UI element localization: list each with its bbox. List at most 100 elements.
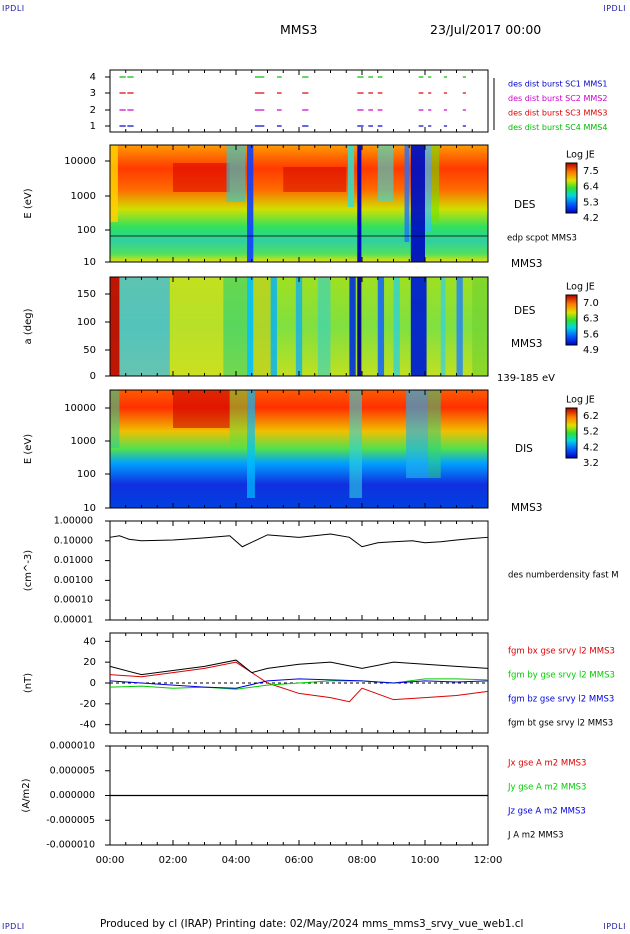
colorbar-tick-label: 4.9 bbox=[583, 345, 599, 356]
current-legend: J A m2 MMS3 bbox=[507, 831, 564, 841]
heatmap-band bbox=[349, 277, 356, 376]
current-legend: Jx gse A m2 MMS3 bbox=[507, 759, 586, 769]
colorbar-tick-label: 7.0 bbox=[583, 298, 599, 309]
heatmap-band bbox=[110, 145, 118, 222]
colorbar-tick-label: 5.3 bbox=[583, 197, 599, 208]
colorbar-label: Log JE bbox=[566, 282, 595, 293]
heatmap-band bbox=[404, 145, 410, 242]
heatmap-band bbox=[270, 277, 277, 376]
bfield-ytick-label: -40 bbox=[80, 720, 96, 731]
panel-label-dis: DIS bbox=[515, 443, 533, 455]
burst-legend-entry: des dist burst SC2 MMS2 bbox=[508, 94, 607, 103]
heatmap-band bbox=[226, 145, 246, 202]
current-legend: Jy gse A m2 MMS3 bbox=[507, 783, 586, 793]
density-trace bbox=[109, 533, 489, 548]
current-ytick-label: -0.000010 bbox=[46, 840, 95, 851]
heatmap-ytick-label: 10 bbox=[83, 257, 96, 268]
heatmap-ytick-label: 1000 bbox=[71, 436, 96, 447]
panel-label-mms3: MMS3 bbox=[511, 258, 542, 270]
current-ylabel: (A/m2) bbox=[21, 778, 32, 812]
heatmap-band bbox=[456, 277, 463, 376]
date-title: 23/Jul/2017 00:00 bbox=[430, 22, 542, 37]
heatmap-ytick-label: 10000 bbox=[64, 403, 96, 414]
current-ytick-label: 0.000005 bbox=[50, 765, 95, 776]
heatmap-band bbox=[377, 145, 394, 202]
heatmap-band bbox=[295, 277, 303, 376]
heatmap-band bbox=[283, 167, 347, 192]
bfield-legend: fgm bx gse srvy l2 MMS3 bbox=[508, 647, 615, 657]
time-axis-label: 00:00 bbox=[96, 855, 125, 866]
heatmap-band bbox=[253, 277, 271, 376]
density-legend: des numberdensity fast M bbox=[508, 571, 619, 581]
heatmap-band bbox=[110, 390, 120, 448]
heatmap-ytick-label: 50 bbox=[83, 345, 96, 356]
heatmap-band bbox=[357, 277, 362, 376]
heatmap-band bbox=[169, 277, 224, 376]
colorbar-tick-label: 7.5 bbox=[583, 166, 599, 177]
heatmap-ytick-label: 150 bbox=[77, 289, 96, 300]
heatmap-ytick-label: 100 bbox=[77, 225, 96, 236]
heatmap-band bbox=[317, 277, 331, 376]
bfield-trace bbox=[109, 678, 489, 690]
burst-legend-entry: des dist burst SC3 MMS3 bbox=[508, 109, 607, 118]
current-ytick-label: 0.000010 bbox=[50, 741, 95, 752]
density-ytick-label: 1.00000 bbox=[54, 516, 93, 527]
heatmap-band bbox=[410, 277, 427, 376]
time-axis-label: 12:00 bbox=[474, 855, 503, 866]
heatmap-band bbox=[223, 277, 248, 376]
heatmap-band bbox=[428, 390, 441, 478]
time-axis-label: 10:00 bbox=[411, 855, 440, 866]
heatmap-ytick-label: 0 bbox=[90, 371, 96, 382]
colorbar-tick-label: 6.2 bbox=[583, 411, 599, 422]
heatmap-band bbox=[357, 145, 362, 262]
bfield-trace bbox=[109, 661, 489, 703]
time-axis-label: 02:00 bbox=[159, 855, 188, 866]
burst-ytick-label: 2 bbox=[90, 105, 96, 116]
heatmap-ytick-label: 10 bbox=[83, 503, 96, 514]
colorbar-tick-label: 6.4 bbox=[583, 182, 599, 193]
colorbar-tick-label: 5.2 bbox=[583, 427, 599, 438]
panel-label-des: DES bbox=[514, 199, 536, 211]
colorbar-tick-label: 6.3 bbox=[583, 314, 599, 325]
bfield-ytick-label: -20 bbox=[80, 699, 96, 710]
heatmap-ytick-label: 100 bbox=[77, 317, 96, 328]
time-axis-label: 08:00 bbox=[348, 855, 377, 866]
colorbar bbox=[565, 294, 578, 346]
heatmap-band bbox=[119, 277, 170, 376]
heatmap-band bbox=[247, 390, 255, 498]
density-ytick-label: 0.01000 bbox=[54, 555, 93, 566]
heatmap-band bbox=[472, 277, 488, 376]
spacecraft-title: MMS3 bbox=[280, 22, 318, 37]
corner-tag-top-right: IPDLI bbox=[603, 4, 626, 13]
heatmap-ylabel: E (eV) bbox=[23, 434, 34, 464]
burst-legend-entry: des dist burst SC4 MMS4 bbox=[508, 123, 607, 132]
panel-label-scpot: edp scpot MMS3 bbox=[507, 234, 577, 244]
heatmap-band bbox=[247, 145, 254, 262]
panel-label-des: DES bbox=[514, 305, 536, 317]
burst-ytick-label: 3 bbox=[90, 88, 96, 99]
bfield-trace bbox=[109, 659, 489, 676]
heatmap-band bbox=[406, 390, 429, 478]
burst-panel-frame bbox=[109, 69, 489, 133]
current-legend: Jz gse A m2 MMS3 bbox=[507, 807, 586, 817]
heatmap-band bbox=[410, 145, 425, 262]
panel-label-energy-range: 139-185 eV bbox=[497, 373, 555, 384]
panel-label-mms3: MMS3 bbox=[511, 338, 542, 350]
bfield-ylabel: (nT) bbox=[23, 673, 34, 693]
bfield-legend: fgm by gse srvy l2 MMS3 bbox=[508, 671, 615, 681]
heatmap-band bbox=[425, 145, 432, 232]
density-ylabel: (cm^-3) bbox=[23, 550, 34, 591]
bfield-ytick-label: 40 bbox=[83, 636, 96, 647]
density-panel-frame bbox=[109, 520, 489, 621]
bfield-ytick-label: 0 bbox=[90, 678, 96, 689]
colorbar bbox=[565, 407, 578, 459]
heatmap-band bbox=[173, 163, 230, 192]
burst-ytick-label: 1 bbox=[90, 121, 96, 132]
density-ytick-label: 0.00001 bbox=[54, 615, 93, 626]
density-ytick-label: 0.00010 bbox=[54, 595, 93, 606]
time-axis-label: 06:00 bbox=[285, 855, 314, 866]
heatmap-ylabel: E (eV) bbox=[23, 188, 34, 218]
heatmap-band bbox=[347, 145, 355, 207]
colorbar bbox=[565, 162, 578, 214]
